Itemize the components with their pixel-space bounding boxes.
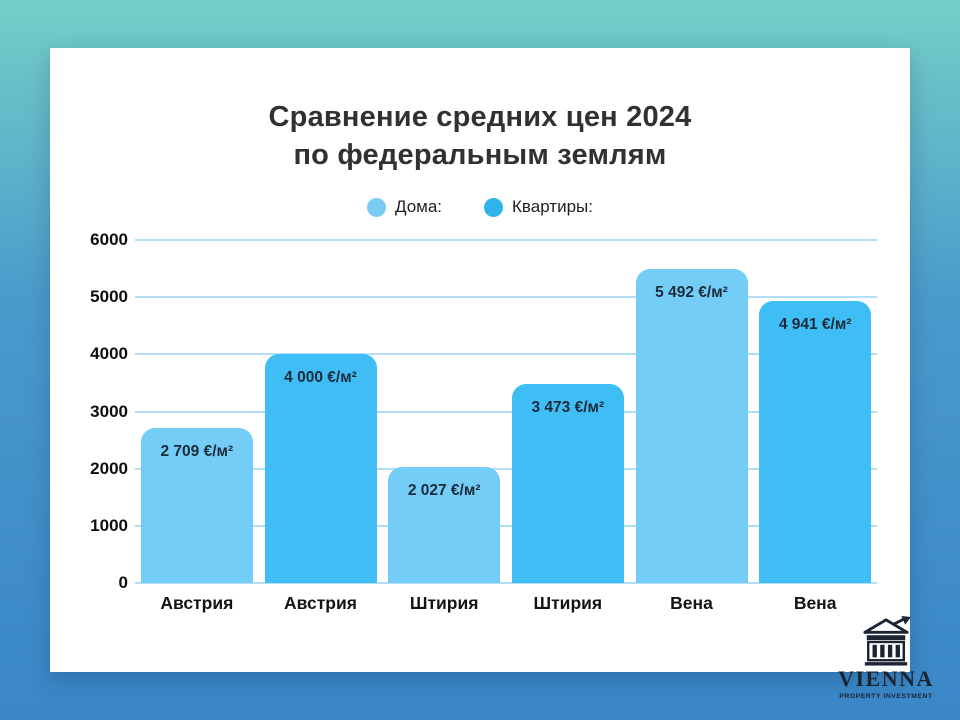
legend-item-apartments: Квартиры: — [484, 197, 593, 217]
gridline — [135, 239, 877, 241]
chart-title-line2: по федеральным землям — [293, 139, 667, 171]
legend-label-houses: Дома: — [395, 197, 443, 216]
bar-value-label: 2 027 €/м² — [407, 482, 481, 500]
legend-dot-houses-icon — [367, 197, 386, 217]
y-axis-tick-label: 4000 — [90, 344, 128, 364]
plot-area: 0 1000 2000 3000 4000 5000 6000 2 709 €/м² Австр… — [90, 230, 877, 613]
chart-legend: Дома: Квартиры: — [50, 196, 910, 218]
logo-tagline: PROPERTY INVESTMENT — [839, 693, 933, 700]
x-axis-category-label: Австрия — [284, 593, 357, 613]
chart-bar: 4 000 €/м² — [264, 354, 377, 583]
y-axis-tick-label: 6000 — [90, 230, 128, 249]
logo-name: VIENNA — [838, 666, 934, 691]
bar-value-label: 3 473 €/м² — [531, 399, 605, 417]
chart-bar: 2 027 €/м² — [388, 467, 501, 583]
chart-title-line1: Сравнение средних цен 2024 — [268, 101, 692, 133]
x-axis-category-label: Австрия — [160, 593, 234, 613]
chart-bar: 2 709 €/м² — [140, 428, 253, 583]
legend-dot-apartments-icon — [484, 197, 504, 217]
x-axis-category-label: Вена — [793, 593, 837, 613]
legend-item-houses: Дома: — [367, 197, 442, 217]
gridline — [135, 353, 877, 356]
building-growth-arrow-icon — [863, 616, 911, 666]
chart-card: Сравнение средних цен 2024 по федеральным… — [50, 48, 910, 672]
bar-value-label: 5 492 €/м² — [655, 284, 728, 302]
y-axis-tick-label: 5000 — [90, 287, 128, 307]
x-axis-category-label: Штирия — [533, 593, 603, 613]
gridline — [135, 467, 877, 470]
y-axis-tick-label: 1000 — [90, 515, 128, 535]
chart-bar: 5 492 €/м² — [635, 269, 748, 583]
bar-value-label: 2 709 €/м² — [160, 443, 234, 461]
y-axis-tick-label: 3000 — [90, 401, 128, 421]
chart-bar: 4 941 €/м² — [759, 300, 872, 583]
y-axis-tick-label: 0 — [118, 573, 128, 592]
gridline — [135, 296, 877, 299]
legend-label-apartments: Квартиры: — [512, 197, 593, 216]
bar-value-label: 4 000 €/м² — [284, 369, 357, 387]
brand-logo: VIENNA PROPERTY INVESTMENT — [838, 616, 934, 700]
y-axis-tick-label: 2000 — [90, 458, 128, 478]
gridline — [135, 582, 877, 584]
chart-title: Сравнение средних цен 2024 по федеральным… — [50, 98, 910, 174]
bar-value-label: 4 941 €/м² — [778, 315, 852, 333]
x-axis-category-label: Штирия — [409, 593, 479, 613]
gridline — [135, 524, 877, 527]
x-axis-category-label: Вена — [670, 593, 713, 613]
gridline — [135, 410, 877, 413]
chart-bar: 3 473 €/м² — [511, 384, 624, 583]
